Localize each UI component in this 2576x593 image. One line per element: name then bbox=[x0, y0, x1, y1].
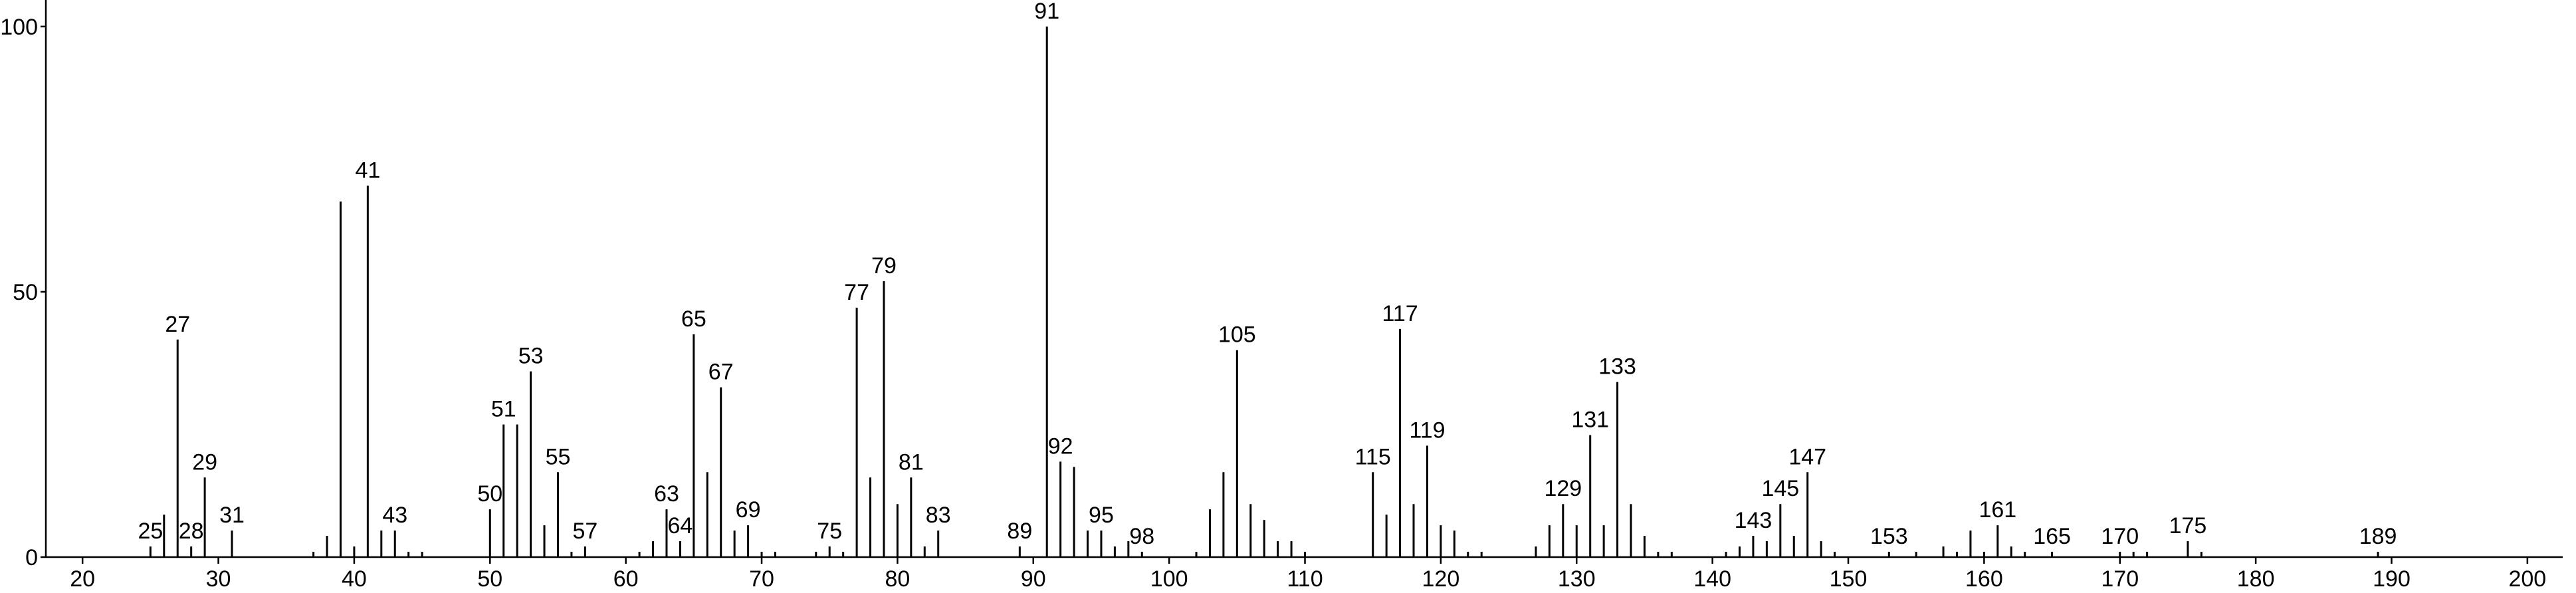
peak-label: 133 bbox=[1598, 354, 1636, 380]
peak-label: 43 bbox=[382, 503, 407, 528]
peak-label: 75 bbox=[817, 519, 842, 544]
y-tick-label: 50 bbox=[13, 280, 38, 305]
peak-label: 91 bbox=[1034, 0, 1059, 24]
peak-label: 92 bbox=[1048, 433, 1073, 459]
peak-label: 119 bbox=[1409, 417, 1445, 443]
peak-label: 63 bbox=[654, 481, 679, 507]
peak-label: 27 bbox=[165, 312, 190, 337]
x-tick-label: 50 bbox=[477, 566, 502, 592]
x-tick-label: 200 bbox=[2508, 566, 2546, 592]
peak-label: 79 bbox=[871, 253, 897, 279]
peak-label: 50 bbox=[477, 481, 502, 507]
peak-label: 165 bbox=[2033, 524, 2071, 549]
peak-label: 175 bbox=[2169, 513, 2207, 538]
x-tick-label: 130 bbox=[1558, 566, 1596, 592]
peak-label: 29 bbox=[192, 449, 217, 475]
x-tick-label: 20 bbox=[70, 566, 95, 592]
x-tick-label: 70 bbox=[749, 566, 774, 592]
peak-label: 105 bbox=[1218, 322, 1256, 348]
peak-label: 147 bbox=[1788, 444, 1826, 469]
peak-label: 25 bbox=[138, 519, 163, 544]
peak-label: 53 bbox=[518, 344, 544, 369]
x-tick-label: 170 bbox=[2101, 566, 2139, 592]
peak-label: 145 bbox=[1761, 476, 1799, 501]
peak-label: 115 bbox=[1355, 444, 1391, 469]
x-tick-label: 180 bbox=[2237, 566, 2275, 592]
peak-label: 77 bbox=[844, 280, 869, 305]
peak-label: 89 bbox=[1007, 519, 1032, 544]
peak-label: 95 bbox=[1089, 503, 1114, 528]
x-tick-label: 190 bbox=[2373, 566, 2411, 592]
x-tick-label: 120 bbox=[1422, 566, 1460, 592]
x-tick-label: 100 bbox=[1150, 566, 1188, 592]
x-tick-label: 30 bbox=[206, 566, 231, 592]
peak-label: 117 bbox=[1382, 301, 1418, 326]
x-tick-label: 80 bbox=[885, 566, 910, 592]
x-tick-label: 110 bbox=[1287, 566, 1323, 592]
peak-label: 170 bbox=[2101, 524, 2139, 549]
peak-label: 98 bbox=[1129, 524, 1154, 549]
peak-label: 55 bbox=[546, 444, 571, 469]
x-tick-label: 60 bbox=[613, 566, 639, 592]
peak-label: 189 bbox=[2359, 524, 2397, 549]
x-tick-label: 40 bbox=[342, 566, 367, 592]
peak-label: 28 bbox=[179, 519, 204, 544]
peak-label: 153 bbox=[1870, 524, 1908, 549]
peak-label: 67 bbox=[708, 360, 734, 385]
x-tick-label: 140 bbox=[1693, 566, 1731, 592]
peak-label: 81 bbox=[899, 449, 924, 475]
peak-label: 57 bbox=[572, 519, 597, 544]
peak-label: 161 bbox=[1979, 497, 2016, 523]
x-tick-label: 150 bbox=[1830, 566, 1868, 592]
x-tick-label: 90 bbox=[1021, 566, 1046, 592]
x-tick-label: 160 bbox=[1965, 566, 2003, 592]
peak-label: 65 bbox=[681, 306, 706, 332]
y-tick-label: 0 bbox=[25, 545, 38, 570]
y-tick-label: 100 bbox=[0, 15, 38, 40]
peak-label: 51 bbox=[491, 396, 516, 421]
peak-label: 69 bbox=[736, 497, 761, 523]
peak-label: 41 bbox=[355, 158, 380, 183]
peak-label: 31 bbox=[219, 503, 245, 528]
peak-label: 64 bbox=[667, 513, 693, 538]
peak-label: 83 bbox=[926, 503, 951, 528]
peak-label: 143 bbox=[1735, 508, 1772, 533]
peak-label: 131 bbox=[1571, 407, 1609, 432]
peak-label: 129 bbox=[1544, 476, 1582, 501]
